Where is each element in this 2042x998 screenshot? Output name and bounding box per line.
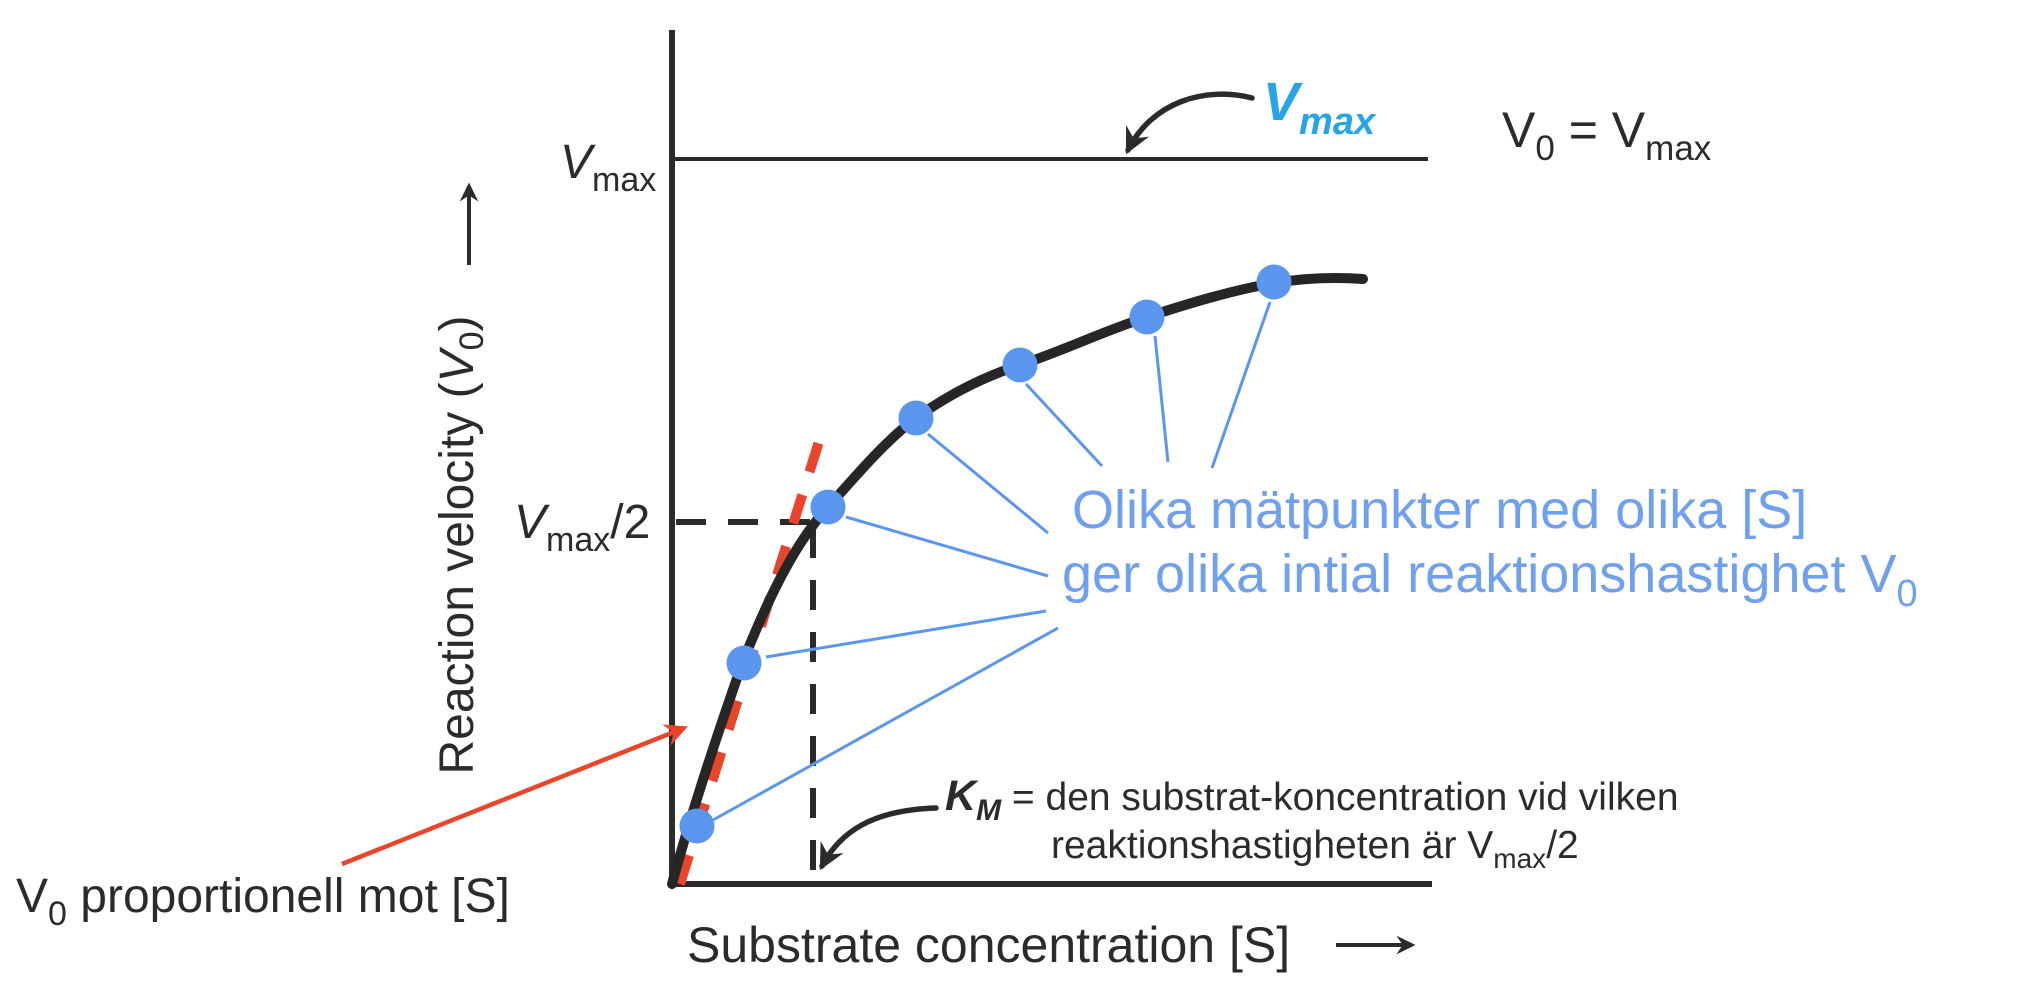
callout-line-dot1 [712,626,1059,822]
data-point-2 [726,645,762,681]
callout-line-dot7 [1210,301,1272,469]
data-point-7 [1256,264,1292,300]
v0-equals-vmax-label: V0 = Vmax [1502,102,1712,168]
data-point-6 [1129,299,1165,335]
proportional-note: V0 proportionell mot [S] [16,870,510,933]
vmax-tick-label: Vmax [560,136,656,199]
y-axis-label: Reaction velocity (V0) [431,315,491,774]
data-point-1 [679,808,715,844]
callout-line-dot4 [927,432,1049,535]
data-point-4 [898,400,934,436]
data-point-5 [1002,347,1038,383]
measurement-note-line1: Olika mätpunkter med olika [S] [1072,480,1807,540]
vmax-half-tick-label: Vmax/2 [514,496,650,559]
vmax-curved-arrow [1125,91,1255,155]
callout-line-dot2 [765,609,1047,659]
data-points [679,264,1292,844]
km-curved-arrow [819,805,939,871]
x-axis-label: Substrate concentration [S] [687,917,1290,973]
vmax-callout-label: Vmax [1263,72,1377,143]
data-point-3 [810,489,846,525]
callout-line-dot5 [1024,382,1104,468]
callout-lines [712,301,1272,822]
km-definition-line1: KM = den substrat-koncentration vid vilk… [945,772,1679,827]
callout-line-dot6 [1153,335,1170,463]
measurement-note-line2: ger olika intial reaktionshastighet V0 [1062,544,1918,615]
callout-line-dot3 [845,515,1049,578]
tangent-pointer-arrow [341,724,688,867]
km-definition-line2: reaktionshastigheten är Vmax/2 [1051,824,1579,874]
